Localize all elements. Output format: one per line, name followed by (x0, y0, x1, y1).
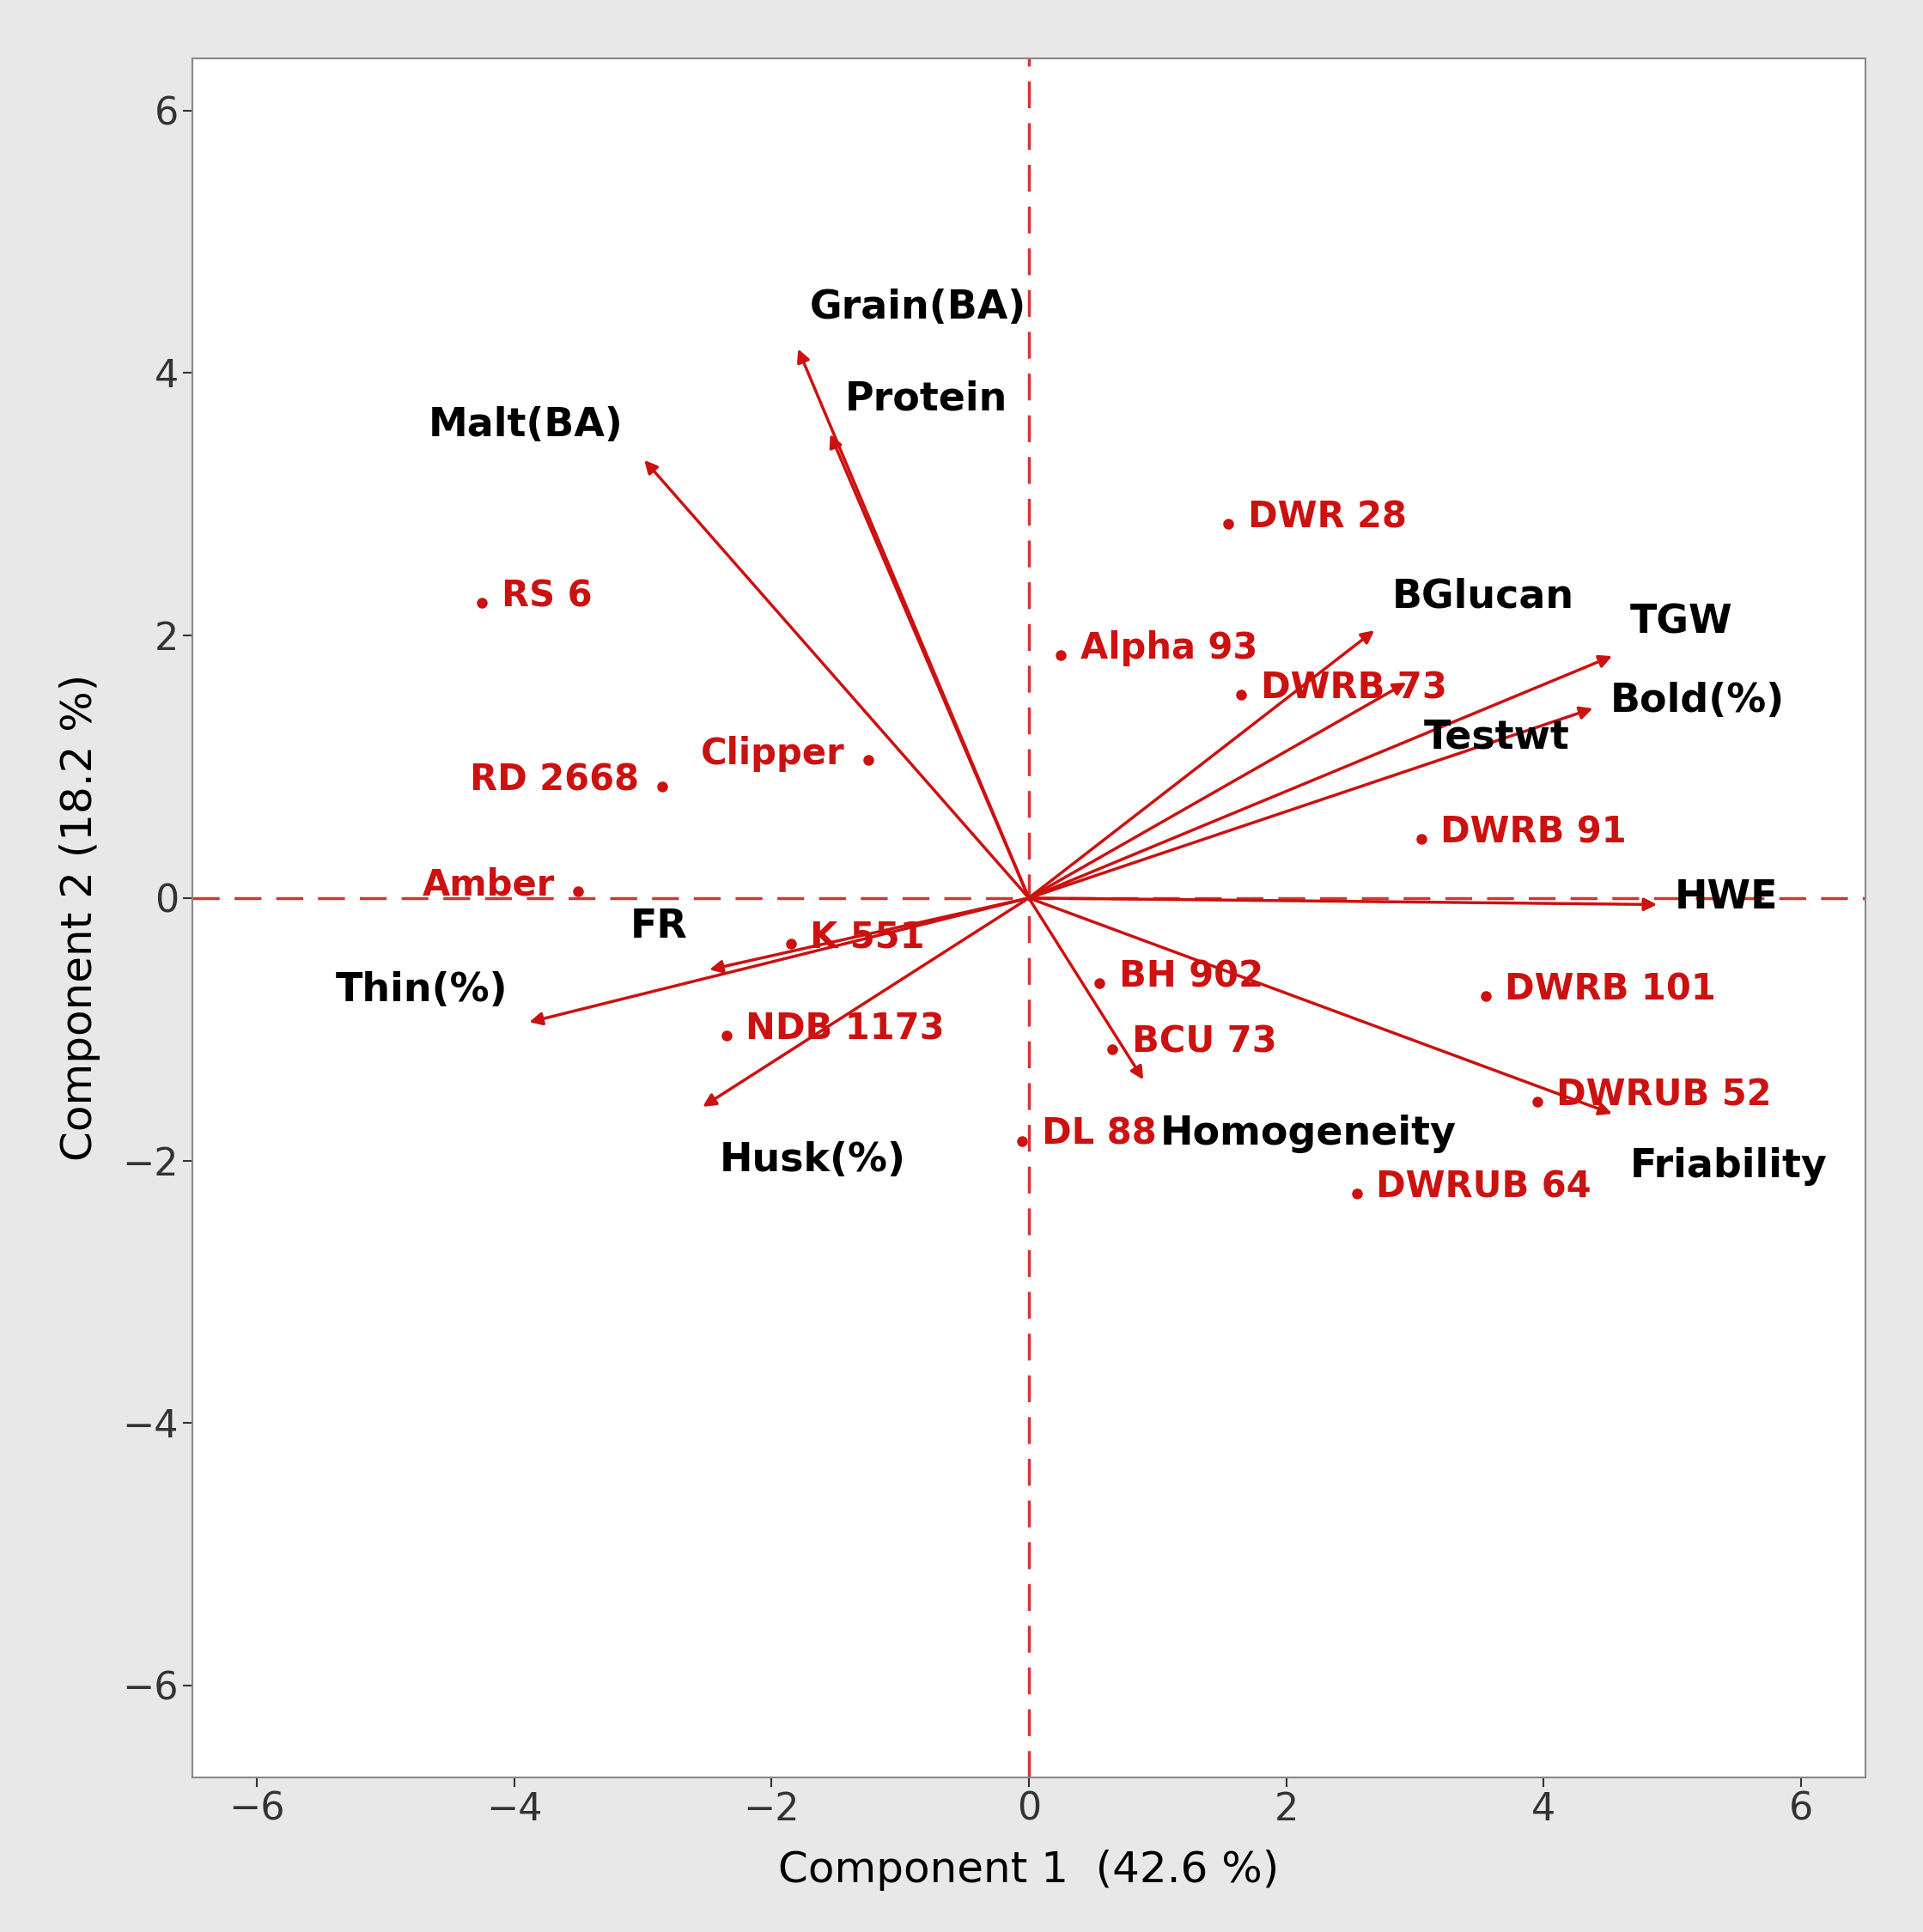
Text: K 551: K 551 (810, 920, 925, 956)
Text: Protein: Protein (844, 381, 1008, 419)
Text: DWRB 73: DWRB 73 (1260, 670, 1446, 705)
Text: RS 6: RS 6 (502, 578, 592, 614)
Text: Bold(%): Bold(%) (1610, 682, 1785, 721)
Text: Amber: Amber (423, 867, 556, 902)
Text: DWRUB 64: DWRUB 64 (1377, 1169, 1592, 1206)
Text: DWRB 91: DWRB 91 (1440, 815, 1627, 850)
Text: Grain(BA): Grain(BA) (810, 288, 1027, 327)
Text: Clipper: Clipper (700, 736, 844, 771)
Text: TGW: TGW (1631, 603, 1733, 641)
Text: FR: FR (631, 908, 688, 947)
Text: HWE: HWE (1675, 879, 1779, 918)
Text: Alpha 93: Alpha 93 (1081, 630, 1258, 667)
Text: Malt(BA): Malt(BA) (429, 406, 623, 444)
Text: BH 902: BH 902 (1119, 958, 1263, 995)
X-axis label: Component 1  (42.6 %): Component 1 (42.6 %) (779, 1849, 1279, 1891)
Text: BGlucan: BGlucan (1392, 578, 1573, 616)
Text: RD 2668: RD 2668 (469, 761, 638, 798)
Text: DWRB 101: DWRB 101 (1506, 972, 1715, 1009)
Text: BCU 73: BCU 73 (1133, 1024, 1277, 1061)
Text: Testwt: Testwt (1423, 719, 1569, 757)
Text: DWR 28: DWR 28 (1248, 498, 1406, 535)
Text: Husk(%): Husk(%) (719, 1140, 906, 1179)
Text: Thin(%): Thin(%) (335, 972, 508, 1010)
Text: DL 88: DL 88 (1042, 1117, 1156, 1151)
Text: NDB 1173: NDB 1173 (746, 1010, 944, 1047)
Text: Friability: Friability (1631, 1148, 1827, 1186)
Y-axis label: Component 2 (18.2 %): Component 2 (18.2 %) (60, 674, 100, 1161)
Text: Homogeneity: Homogeneity (1160, 1115, 1456, 1153)
Text: DWRUB 52: DWRUB 52 (1556, 1076, 1771, 1113)
